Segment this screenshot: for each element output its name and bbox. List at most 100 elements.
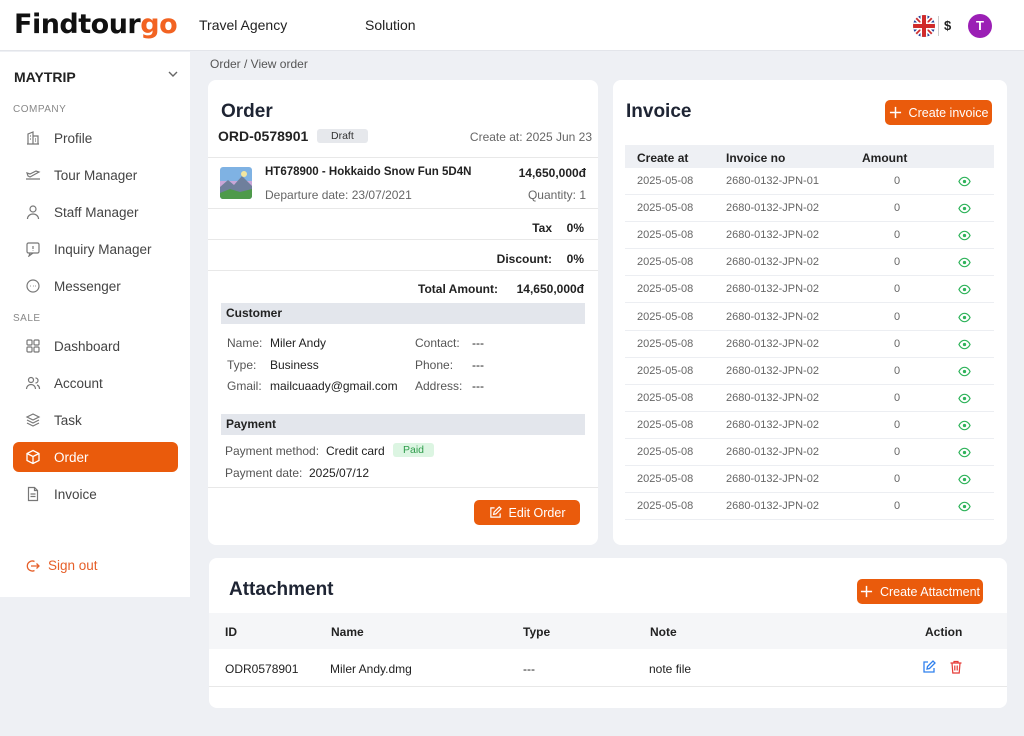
eye-icon[interactable]: [958, 420, 971, 431]
inquiry-icon: [26, 242, 40, 257]
table-row: 2025-05-08 2680-0132-JPN-02 0: [625, 439, 994, 466]
customer-heading: Customer: [221, 303, 585, 324]
eye-icon[interactable]: [958, 257, 971, 268]
order-number: ORD-0578901: [218, 128, 309, 144]
created-at: Create at: 2025 Jun 23: [469, 130, 592, 144]
sidebar-item-task[interactable]: Task: [13, 405, 178, 435]
chevron-down-icon[interactable]: [166, 67, 180, 81]
eye-icon[interactable]: [958, 447, 971, 458]
table-row: 2025-05-08 2680-0132-JPN-02 0: [625, 493, 994, 521]
eye-icon[interactable]: [958, 366, 971, 377]
section-sale: SALE: [13, 313, 41, 324]
order-card: Order ORD-0578901 Draft Create at: 2025 …: [208, 80, 598, 545]
eye-icon[interactable]: [958, 176, 971, 187]
invoice-amount: 0: [894, 500, 901, 513]
sidebar-item-account[interactable]: Account: [13, 368, 178, 398]
sidebar-item-label: Task: [54, 412, 82, 428]
invoice-number: 2680-0132-JPN-02: [726, 310, 819, 323]
invoice-date: 2025-05-08: [637, 175, 694, 187]
invoice-amount: 0: [894, 229, 901, 242]
invoice-amount: 0: [894, 202, 901, 215]
invoice-date: 2025-05-08: [637, 500, 694, 513]
attachment-name[interactable]: Miler Andy.dmg: [330, 662, 412, 676]
eye-icon[interactable]: [958, 501, 971, 512]
divider: [208, 239, 598, 240]
sign-out-icon: [26, 559, 40, 572]
eye-icon[interactable]: [958, 393, 971, 404]
eye-icon[interactable]: [958, 203, 971, 214]
sidebar-item-label: Tour Manager: [54, 167, 138, 183]
col-id: ID: [225, 625, 237, 639]
total-value: 14,650,000đ: [516, 282, 584, 296]
nav-solution[interactable]: Solution: [365, 17, 416, 33]
uk-flag-icon[interactable]: [913, 15, 935, 37]
edit-order-button[interactable]: Edit Order: [474, 500, 580, 525]
eye-icon[interactable]: [958, 230, 971, 241]
customer-address-label: Address:: [415, 379, 463, 393]
col-type: Type: [523, 625, 551, 639]
invoice-date: 2025-05-08: [637, 418, 694, 431]
sidebar-item-profile[interactable]: Profile: [13, 123, 178, 153]
product-name[interactable]: HT678900 - Hokkaido Snow Fun 5D4N: [265, 166, 472, 178]
eye-icon[interactable]: [958, 339, 971, 350]
table-row: 2025-05-08 2680-0132-JPN-02 0: [625, 222, 994, 250]
sidebar-item-label: Account: [54, 375, 103, 391]
table-row: 2025-05-08 2680-0132-JPN-02 0: [625, 331, 994, 358]
sidebar-item-label: Dashboard: [54, 338, 121, 354]
invoice-amount: 0: [894, 391, 901, 404]
sidebar-item-label: Profile: [54, 130, 93, 146]
edit-icon[interactable]: [922, 660, 936, 674]
invoice-amount: 0: [894, 256, 901, 269]
sidebar-item-messenger[interactable]: Messenger: [13, 271, 178, 301]
breadcrumb: Order / View order: [210, 57, 308, 71]
invoice-amount: 0: [894, 310, 901, 323]
table-row: 2025-05-08 2680-0132-JPN-02 0: [625, 385, 994, 412]
sidebar-item-tour-manager[interactable]: Tour Manager: [13, 160, 178, 190]
create-attachment-button[interactable]: Create Attactment: [857, 579, 983, 604]
org-name[interactable]: MAYTRIP: [14, 69, 76, 85]
product-price: 14,650,000đ: [518, 166, 586, 180]
payment-heading: Payment: [221, 414, 585, 435]
sidebar-item-invoice[interactable]: Invoice: [13, 479, 178, 509]
invoice-amount: 0: [894, 473, 901, 486]
attachment-title: Attachment: [229, 579, 334, 600]
building-icon: [27, 131, 39, 145]
invoice-number: 2680-0132-JPN-02: [726, 364, 819, 377]
sidebar-item-staff-manager[interactable]: Staff Manager: [13, 197, 178, 227]
sign-out-button[interactable]: Sign out: [26, 558, 98, 573]
create-invoice-label: Create invoice: [908, 105, 989, 120]
invoice-date: 2025-05-08: [637, 310, 694, 323]
edit-icon: [489, 506, 502, 518]
plane-icon: [26, 170, 41, 180]
invoice-number: 2680-0132-JPN-02: [726, 256, 819, 269]
invoice-number: 2680-0132-JPN-02: [726, 391, 819, 404]
eye-icon[interactable]: [958, 284, 971, 295]
order-title: Order: [221, 101, 273, 122]
nav-travel-agency[interactable]: Travel Agency: [199, 17, 288, 33]
sidebar-item-order[interactable]: Order: [13, 442, 178, 472]
payment-method: Credit card: [326, 444, 385, 458]
avatar[interactable]: T: [968, 14, 992, 38]
logo[interactable]: Findtourgo: [14, 9, 178, 40]
eye-icon[interactable]: [958, 474, 971, 485]
currency-selector[interactable]: $: [944, 18, 952, 33]
customer-phone: ---: [472, 358, 484, 372]
layers-icon: [25, 413, 41, 427]
invoice-number: 2680-0132-JPN-02: [726, 337, 819, 350]
sidebar-item-dashboard[interactable]: Dashboard: [13, 331, 178, 361]
invoice-date: 2025-05-08: [637, 391, 694, 404]
customer-type: Business: [270, 358, 319, 372]
tour-thumbnail: [220, 167, 252, 199]
eye-icon[interactable]: [958, 312, 971, 323]
sidebar-item-inquiry-manager[interactable]: Inquiry Manager: [13, 234, 178, 264]
col-note: Note: [650, 625, 677, 639]
invoice-number: 2680-0132-JPN-01: [726, 175, 819, 187]
customer-contact: ---: [472, 336, 484, 350]
trash-icon[interactable]: [949, 660, 963, 674]
invoice-date: 2025-05-08: [637, 202, 694, 215]
create-invoice-button[interactable]: Create invoice: [885, 100, 992, 125]
invoice-date: 2025-05-08: [637, 364, 694, 377]
attachment-table-header: [209, 613, 1007, 649]
table-row: 2025-05-08 2680-0132-JPN-02 0: [625, 412, 994, 439]
divider: [208, 270, 598, 271]
